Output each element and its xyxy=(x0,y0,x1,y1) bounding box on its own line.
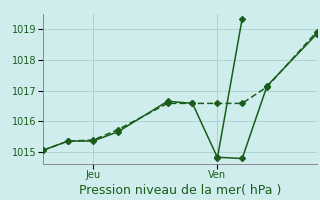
X-axis label: Pression niveau de la mer( hPa ): Pression niveau de la mer( hPa ) xyxy=(79,184,281,197)
